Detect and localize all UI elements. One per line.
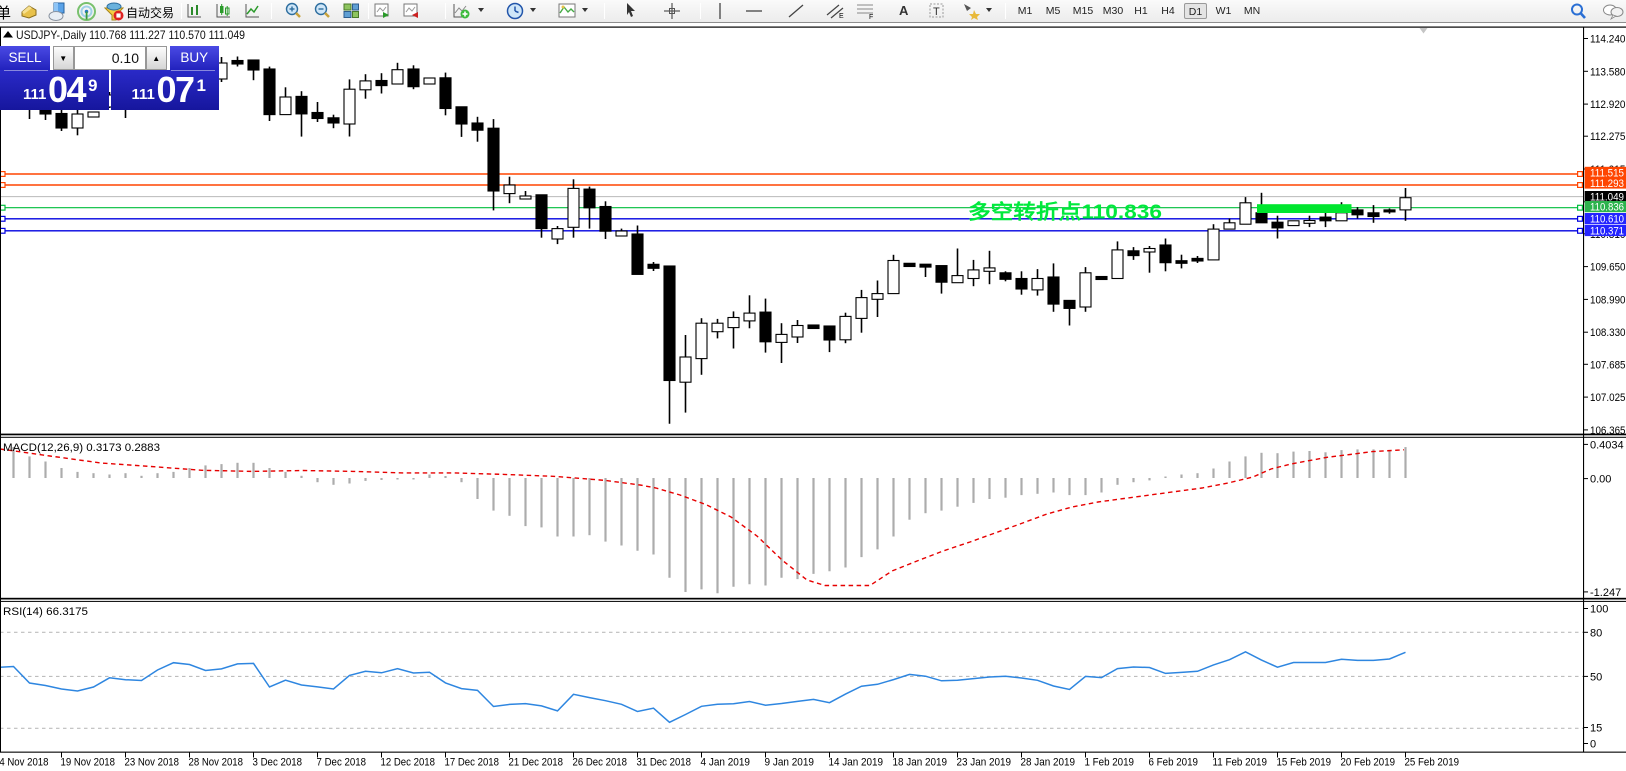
svg-text:E: E [839,13,844,20]
svg-text:111.049: 111.049 [1590,192,1624,204]
svg-text:28 Nov 2018: 28 Nov 2018 [189,757,244,769]
svg-text:MACD(12,26,9) 0.3173 0.2883: MACD(12,26,9) 0.3173 0.2883 [3,442,160,454]
svg-text:USDJPY-,Daily 110.768 111.227: USDJPY-,Daily 110.768 111.227 110.570 11… [16,28,245,42]
svg-text:108.990: 108.990 [1590,294,1626,306]
svg-text:15 Feb 2019: 15 Feb 2019 [1277,757,1332,769]
svg-text:14 Nov 2018: 14 Nov 2018 [0,757,49,769]
svg-text:21 Dec 2018: 21 Dec 2018 [509,757,564,769]
svg-text:114.240: 114.240 [1590,34,1626,46]
svg-text:110.610: 110.610 [1590,214,1624,226]
svg-text:108.330: 108.330 [1590,327,1626,339]
svg-text:110.371: 110.371 [1590,226,1624,238]
svg-text:111.515: 111.515 [1590,167,1624,179]
svg-text:111.293: 111.293 [1590,178,1624,190]
svg-text:50: 50 [1590,671,1602,683]
svg-text:T: T [933,6,940,18]
svg-text:7 Dec 2018: 7 Dec 2018 [317,757,367,769]
svg-text:0.00: 0.00 [1590,474,1611,486]
svg-text:31 Dec 2018: 31 Dec 2018 [637,757,692,769]
svg-text:1 Feb 2019: 1 Feb 2019 [1085,757,1135,769]
svg-text:19 Nov 2018: 19 Nov 2018 [61,757,116,769]
svg-text:100: 100 [1590,604,1608,616]
svg-text:113.580: 113.580 [1590,66,1626,78]
svg-text:20 Feb 2019: 20 Feb 2019 [1341,757,1396,769]
svg-text:28 Jan 2019: 28 Jan 2019 [1021,757,1076,769]
svg-text:12 Dec 2018: 12 Dec 2018 [381,757,436,769]
svg-text:106.365: 106.365 [1590,425,1626,437]
svg-text:23 Jan 2019: 23 Jan 2019 [957,757,1012,769]
svg-text:0.4034: 0.4034 [1590,439,1624,451]
svg-text:15: 15 [1590,723,1602,735]
svg-text:107.685: 107.685 [1590,359,1626,371]
svg-text:14 Jan 2019: 14 Jan 2019 [829,757,884,769]
svg-text:多空转折点110.836: 多空转折点110.836 [968,200,1162,224]
svg-text:107.025: 107.025 [1590,392,1626,404]
svg-text:110.836: 110.836 [1590,202,1624,214]
svg-text:18 Jan 2019: 18 Jan 2019 [893,757,948,769]
svg-text:112.920: 112.920 [1590,99,1626,111]
svg-text:6 Feb 2019: 6 Feb 2019 [1149,757,1199,769]
svg-text:F: F [869,14,873,20]
svg-text:RSI(14) 66.3175: RSI(14) 66.3175 [3,606,88,618]
svg-text:3 Dec 2018: 3 Dec 2018 [253,757,303,769]
svg-text:23 Nov 2018: 23 Nov 2018 [125,757,180,769]
svg-text:-1.247: -1.247 [1590,587,1621,599]
svg-text:25 Feb 2019: 25 Feb 2019 [1405,757,1460,769]
svg-text:112.275: 112.275 [1590,131,1626,143]
svg-text:11 Feb 2019: 11 Feb 2019 [1213,757,1268,769]
svg-text:4 Jan 2019: 4 Jan 2019 [701,757,751,769]
svg-text:109.650: 109.650 [1590,262,1626,274]
svg-text:0: 0 [1590,739,1596,751]
svg-text:26 Dec 2018: 26 Dec 2018 [573,757,628,769]
svg-text:9 Jan 2019: 9 Jan 2019 [765,757,815,769]
svg-text:80: 80 [1590,627,1602,639]
svg-text:17 Dec 2018: 17 Dec 2018 [445,757,500,769]
